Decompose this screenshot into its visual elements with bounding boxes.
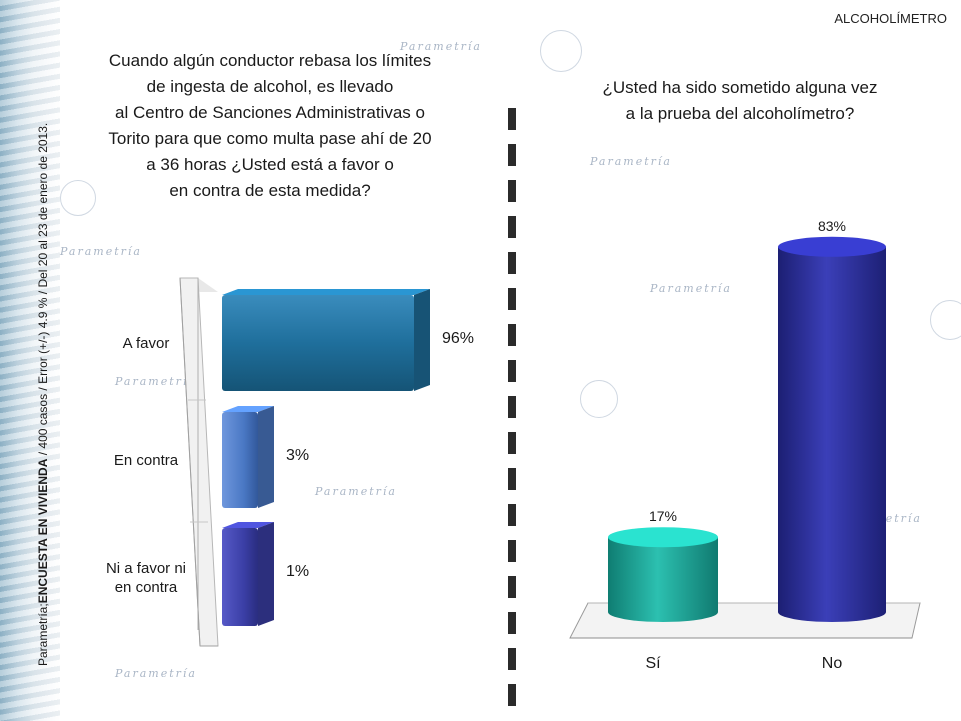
category-label: en contra — [115, 579, 178, 596]
watermark: Parametría — [115, 667, 197, 680]
watermark: Parametría — [115, 375, 197, 388]
bar-top-face — [222, 406, 274, 412]
bar-2 — [222, 412, 258, 508]
watermark-circle — [540, 30, 582, 72]
watermark-circle — [60, 180, 96, 216]
value-label: 83% — [818, 218, 846, 234]
category-label: Ni a favor ni — [106, 560, 186, 577]
value-label: 96% — [442, 330, 474, 347]
category-label: No — [822, 655, 843, 672]
left-question: Cuando algún conductor rebasa los límite… — [108, 51, 432, 200]
bar-top-cap — [608, 527, 718, 548]
bar-side-face — [258, 522, 274, 626]
bar-1 — [608, 537, 718, 622]
bar-top-face — [222, 289, 430, 295]
category-label: Sí — [645, 655, 661, 672]
bar-side-face — [414, 289, 430, 391]
category-label: En contra — [114, 452, 179, 469]
watermark-circle — [580, 380, 618, 418]
value-label: 3% — [286, 447, 309, 464]
watermark: Parametría — [315, 485, 397, 498]
category-label: A favor — [123, 335, 170, 352]
watermark-circle — [930, 300, 961, 340]
value-label: 1% — [286, 563, 309, 580]
section-title: ALCOHOLÍMETRO — [834, 11, 947, 26]
watermark: Parametría — [60, 245, 142, 258]
bar-3 — [222, 528, 258, 626]
watermark: Parametría — [590, 155, 672, 168]
bar-2 — [778, 246, 886, 623]
bar-top-face — [222, 522, 274, 528]
value-label: 17% — [649, 508, 677, 524]
dashed-divider — [508, 108, 516, 708]
bar-side-face — [258, 406, 274, 508]
watermark: Parametría — [650, 282, 732, 295]
bar-1 — [222, 295, 414, 391]
chart-axis — [179, 277, 201, 647]
watermark: Parametría — [400, 40, 482, 53]
decorative-side-strip — [0, 0, 60, 721]
bar-top-cap — [778, 236, 886, 257]
right-question: ¿Usted ha sido sometido alguna vez a la … — [602, 78, 878, 123]
